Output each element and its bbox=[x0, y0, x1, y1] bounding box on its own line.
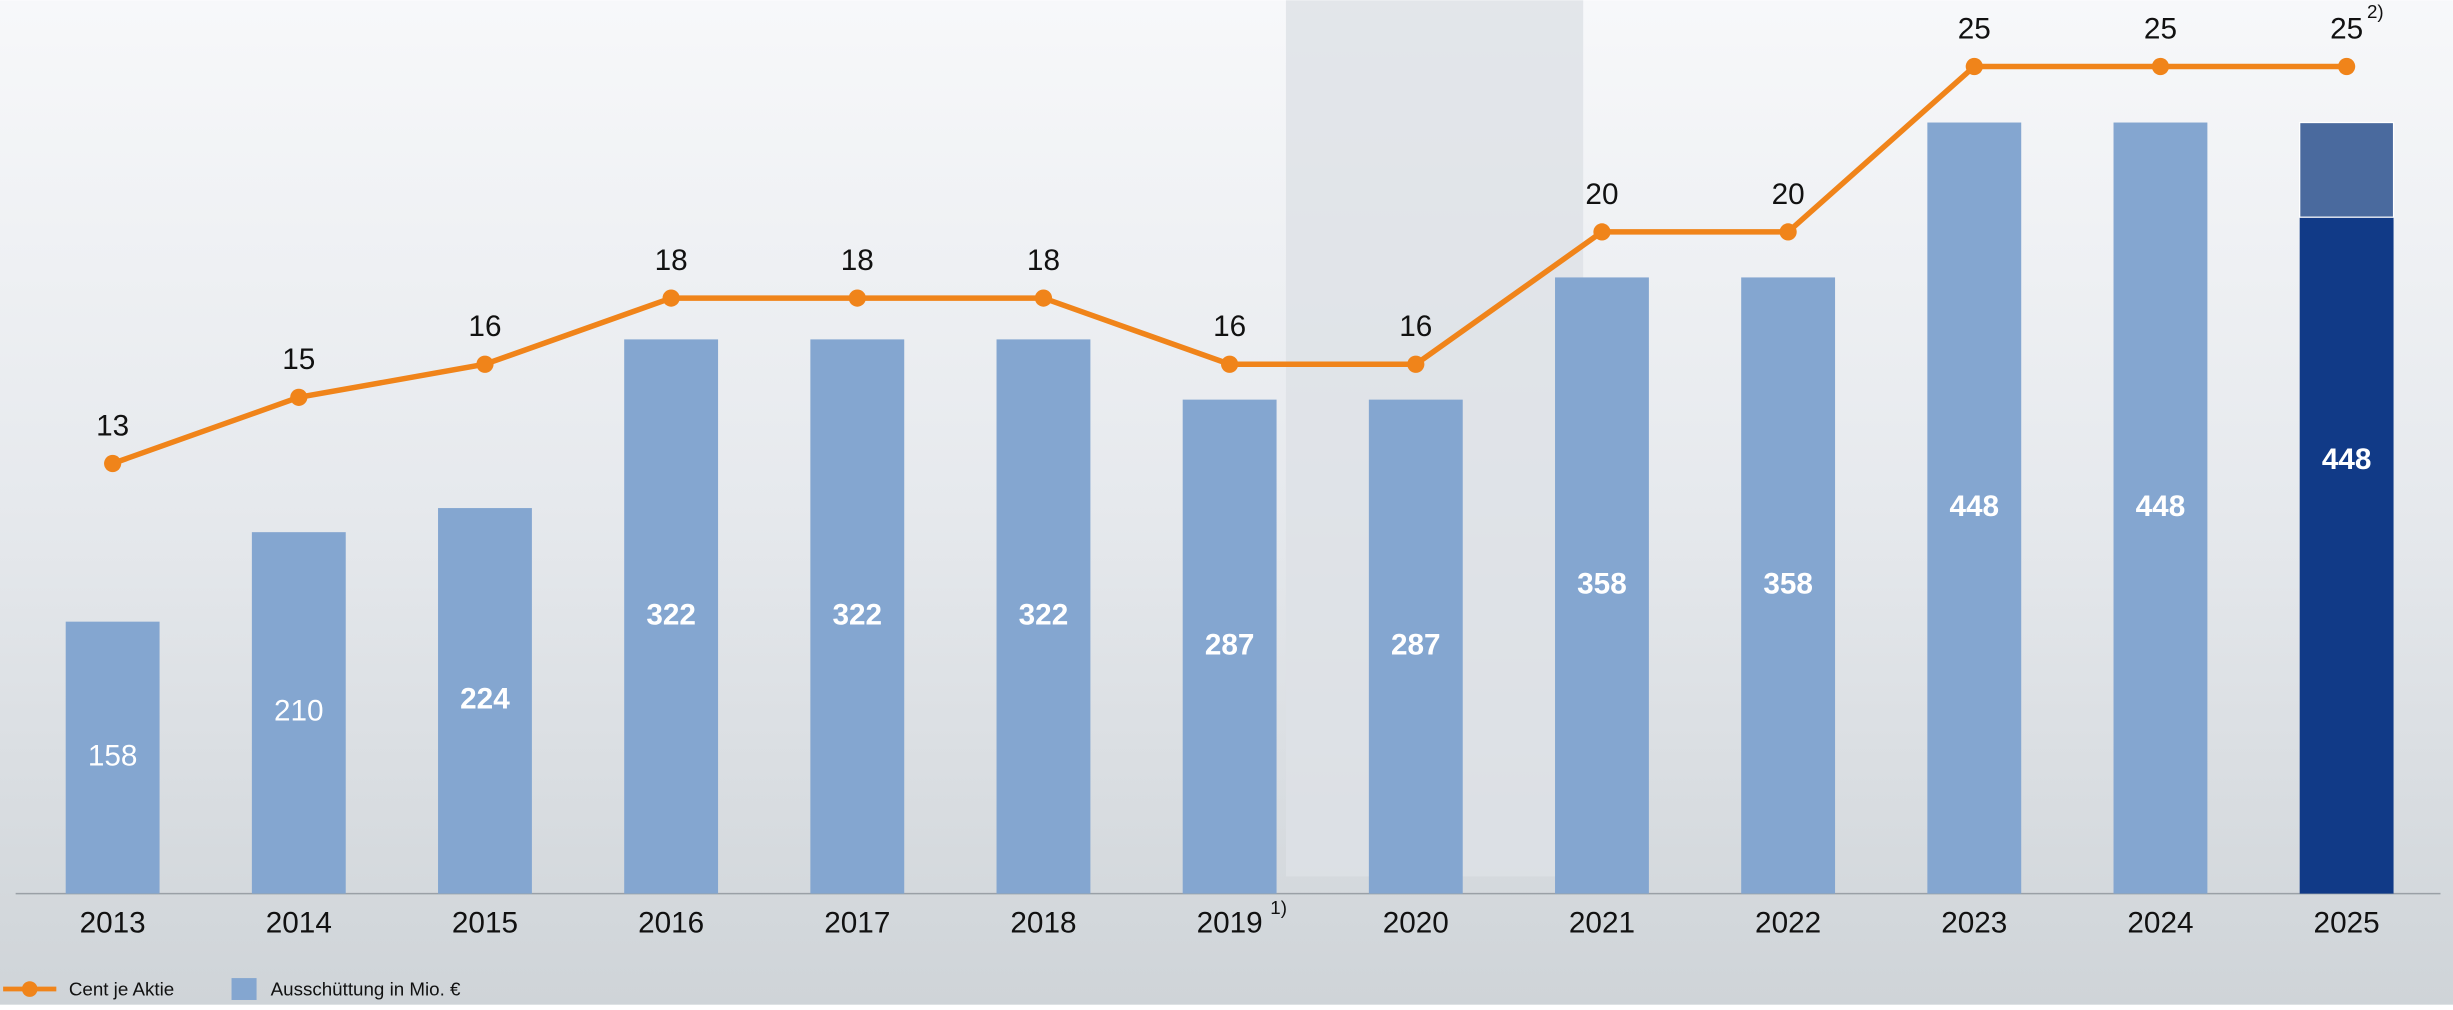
line-value-label: 25 bbox=[2144, 12, 2177, 45]
x-tick-label: 2025 bbox=[2314, 907, 2380, 940]
x-tick-label: 2015 bbox=[452, 907, 518, 940]
line-point bbox=[104, 455, 121, 472]
line-point bbox=[1593, 223, 1610, 240]
legend-marker bbox=[22, 981, 38, 997]
x-tick-label: 2018 bbox=[1010, 907, 1076, 940]
footnote-mark: 1) bbox=[1270, 897, 1287, 918]
line-value-label: 13 bbox=[96, 409, 129, 442]
line-point bbox=[290, 389, 307, 406]
line-point bbox=[2338, 58, 2355, 75]
legend-label: Ausschüttung in Mio. € bbox=[271, 979, 461, 1000]
legend-label: Cent je Aktie bbox=[69, 979, 174, 1000]
value-label: 210 bbox=[274, 695, 324, 728]
value-label: 358 bbox=[1763, 567, 1813, 600]
x-tick-label: 2023 bbox=[1941, 907, 2007, 940]
x-tick-label: 2014 bbox=[266, 907, 332, 940]
value-label: 448 bbox=[1949, 490, 1999, 523]
value-label: 287 bbox=[1205, 628, 1255, 661]
line-value-label: 18 bbox=[841, 244, 874, 277]
value-label: 322 bbox=[646, 598, 696, 631]
value-label: 448 bbox=[2322, 443, 2372, 476]
line-point bbox=[476, 356, 493, 373]
line-value-label: 15 bbox=[282, 343, 315, 376]
line-value-label: 16 bbox=[468, 310, 501, 343]
x-tick-label: 2016 bbox=[638, 907, 704, 940]
line-point bbox=[1407, 356, 1424, 373]
line-value-label: 25 bbox=[1958, 12, 1991, 45]
line-point bbox=[1221, 356, 1238, 373]
bar-upper-part bbox=[2300, 123, 2394, 218]
legend-swatch bbox=[232, 978, 257, 1000]
x-tick-label: 2017 bbox=[824, 907, 890, 940]
x-tick-label: 2024 bbox=[2127, 907, 2193, 940]
value-label: 322 bbox=[1019, 598, 1069, 631]
value-label: 224 bbox=[460, 683, 510, 716]
value-label: 358 bbox=[1577, 567, 1627, 600]
x-tick-label: 2019 bbox=[1197, 907, 1263, 940]
line-value-label: 18 bbox=[1027, 244, 1060, 277]
value-label: 448 bbox=[2136, 490, 2186, 523]
line-value-label: 16 bbox=[1399, 310, 1432, 343]
x-tick-label: 2021 bbox=[1569, 907, 1635, 940]
line-point bbox=[663, 289, 680, 306]
chart: 158 210 224 322 322 322 287 287 358 358 448 448 448 1… bbox=[0, 0, 2453, 1005]
line-point bbox=[1966, 58, 1983, 75]
page: {"chart_data":{"type":"bar-line", "categ… bbox=[0, 0, 2453, 1005]
value-label: 322 bbox=[833, 598, 883, 631]
line-point bbox=[849, 289, 866, 306]
value-label: 287 bbox=[1391, 628, 1441, 661]
x-tick-label: 2020 bbox=[1383, 907, 1449, 940]
footnote-mark: 2) bbox=[2367, 1, 2384, 22]
x-tick-label: 2022 bbox=[1755, 907, 1821, 940]
line-value-label: 20 bbox=[1585, 178, 1618, 211]
line-point bbox=[2152, 58, 2169, 75]
line-value-label: 16 bbox=[1213, 310, 1246, 343]
line-point bbox=[1035, 289, 1052, 306]
bar bbox=[2300, 123, 2394, 894]
line-value-label: 25 bbox=[2330, 12, 2363, 45]
line-value-label: 18 bbox=[655, 244, 688, 277]
line-point bbox=[1780, 223, 1797, 240]
line-value-label: 20 bbox=[1772, 178, 1805, 211]
x-tick-label: 2013 bbox=[80, 907, 146, 940]
value-label: 158 bbox=[88, 739, 138, 772]
